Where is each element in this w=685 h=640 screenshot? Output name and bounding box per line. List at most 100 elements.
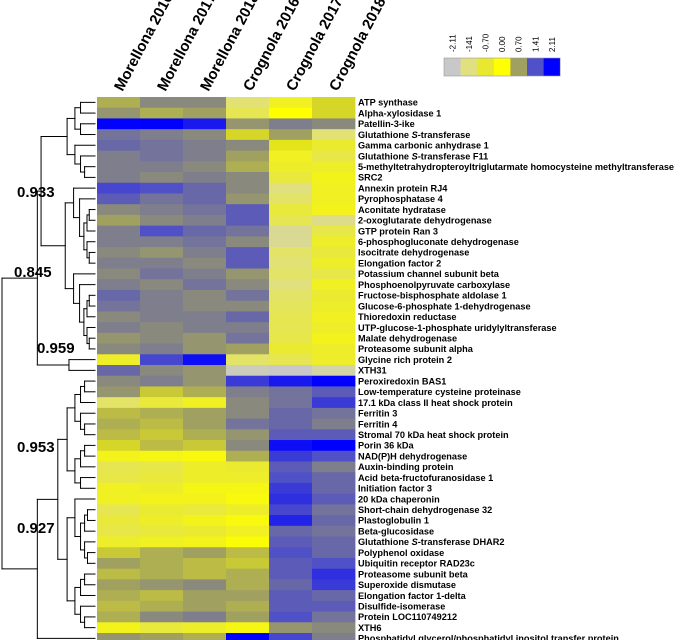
heatmap-cell [269,172,313,184]
heatmap-cell [226,407,270,419]
heatmap-cell [183,557,227,570]
heatmap-cell [97,590,141,602]
heatmap-cell [269,236,313,248]
heatmap-cell [140,150,184,162]
bootstrap-labels: 0.933 0.845 0.959 0.953 0.927 [14,184,75,537]
heatmap-cell [140,193,184,205]
row-label: Potassium channel subunit beta [358,269,500,279]
heatmap-cell [97,332,141,344]
heatmap-cell [183,525,227,537]
heatmap-cell [269,397,313,409]
heatmap-cell [97,97,141,109]
bootstrap-label: 0.927 [17,520,55,537]
heatmap-cell [226,633,270,640]
heatmap-cell [183,247,227,259]
heatmap-cell [226,236,270,248]
heatmap-cell [97,343,141,355]
heatmap-cell [226,547,270,559]
heatmap-cell [312,504,356,516]
heatmap-cell [183,204,227,216]
heatmap-cell [269,525,313,537]
heatmap-cell [140,386,184,398]
heatmap-cell [140,236,184,248]
bootstrap-label: 0.959 [37,340,75,357]
row-label: Elongation factor 1-delta [358,591,467,601]
heatmap-cell [140,472,184,484]
heatmap-cell [97,515,141,527]
heatmap-cell [97,322,141,334]
row-label: Disulfide-isomerase [358,602,445,612]
legend-tick-label: -0.70 [482,33,491,52]
row-label: Alpha-xylosidase 1 [358,108,441,118]
heatmap-cell [312,214,356,227]
row-label: Protein LOC110749212 [358,612,457,622]
row-label: ATP synthase [358,98,418,108]
row-label: Elongation factor 2 [358,258,441,268]
heatmap-cell [226,172,270,184]
heatmap-cell [140,365,184,377]
heatmap-cell [312,611,356,623]
heatmap-cell [269,343,313,355]
heatmap-cell [140,461,184,473]
heatmap-cell [183,536,227,548]
heatmap-cell [97,150,141,162]
heatmap-cell [140,450,184,462]
heatmap-cell [226,461,270,473]
heatmap-cell [312,407,356,419]
heatmap-cell [312,332,356,344]
heatmap-cell [312,139,356,151]
row-label: 6-phosphogluconate dehydrogenase [358,237,519,247]
heatmap-cell [97,225,141,237]
heatmap-cell [269,461,313,473]
heatmap-cell [226,332,270,344]
legend-tick-label: -2.11 [448,34,457,52]
heatmap-cell [140,633,184,640]
heatmap-cell [226,418,270,430]
heatmap-cell [140,622,184,634]
heatmap-cell [312,268,356,280]
heatmap-cell [312,568,356,580]
legend-swatch [493,58,511,76]
heatmap-cell [226,214,270,227]
heatmap-cell [312,129,356,141]
heatmap-cell [140,407,184,419]
heatmap-cell [97,365,141,377]
heatmap-cell [226,557,270,570]
heatmap-cell [183,515,227,527]
heatmap-cell [140,107,184,119]
row-label: Isocitrate dehydrogenase [358,248,469,258]
heatmap-cell [226,504,270,516]
heatmap-cell [269,354,313,366]
heatmap-cell [312,557,356,570]
heatmap-cell [269,129,313,141]
heatmap-cell [226,225,270,237]
heatmap-cell [183,407,227,419]
heatmap-cell [140,440,184,452]
heatmap-cell [226,247,270,259]
heatmap-cell [183,450,227,462]
legend-tick-label: 0.70 [515,36,524,52]
heatmap-cell [140,118,184,130]
row-label: Polyphenol oxidase [358,548,444,558]
legend-tick-label: 2.11 [548,36,557,52]
heatmap-cell [183,214,227,227]
heatmap-cell [183,461,227,473]
heatmap-cell [183,118,227,130]
row-label: Gamma carbonic anhydrase 1 [358,141,489,151]
heatmap-cell [312,322,356,334]
heatmap-cell [97,182,141,194]
heatmap-cell [97,289,141,302]
heatmap-cell [140,268,184,280]
heatmap-cell [269,407,313,419]
heatmap-cell [140,289,184,302]
heatmap-cell [140,214,184,227]
heatmap-cell [226,568,270,580]
heatmap-cell [226,472,270,484]
heatmap-cell [97,161,141,173]
heatmap-cell [183,568,227,580]
row-label: 17.1 kDa class II heat shock protein [358,398,513,408]
heatmap-cell [183,354,227,366]
heatmap-cell [269,536,313,548]
